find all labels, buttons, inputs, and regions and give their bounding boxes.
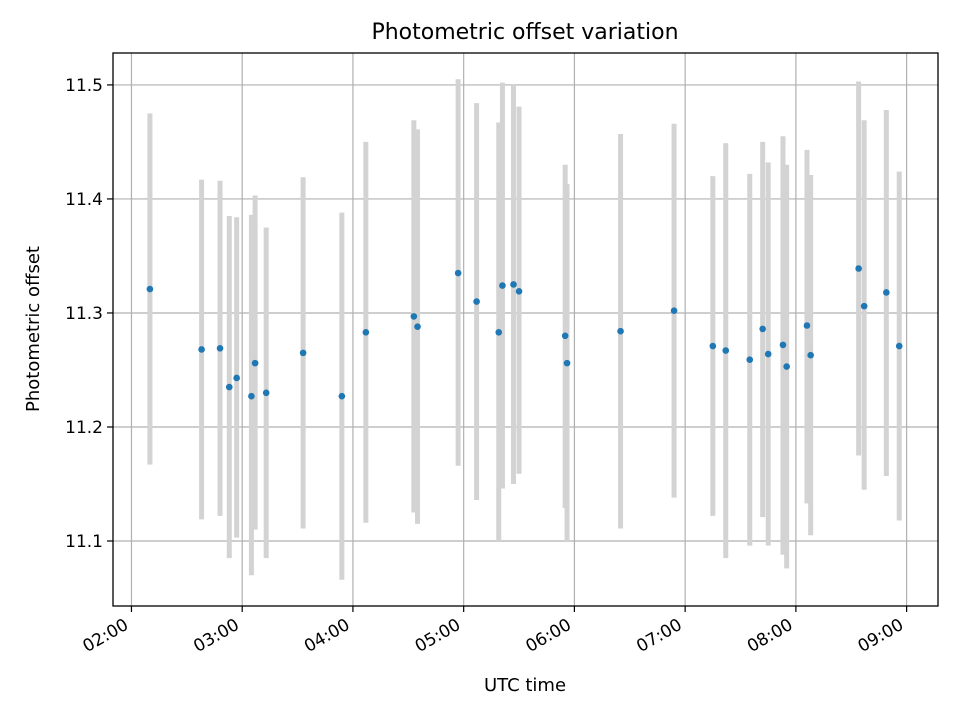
data-point bbox=[198, 346, 205, 353]
y-axis-ticks: 11.1 11.2 11.3 11.4 11.5 bbox=[65, 76, 113, 552]
data-point bbox=[362, 329, 370, 336]
data-point bbox=[860, 302, 868, 310]
data-point bbox=[759, 325, 766, 333]
data-point bbox=[783, 363, 790, 370]
data-point bbox=[803, 322, 811, 329]
data-point bbox=[855, 265, 862, 272]
y-tick-label: 11.5 bbox=[65, 76, 103, 96]
data-point bbox=[146, 285, 154, 293]
data-point bbox=[722, 347, 730, 354]
data-point bbox=[764, 350, 772, 358]
data-point bbox=[414, 323, 421, 330]
data-point bbox=[338, 392, 346, 400]
data-point bbox=[233, 374, 240, 382]
data-point bbox=[561, 332, 569, 340]
data-point bbox=[299, 349, 307, 357]
data-point bbox=[499, 282, 506, 289]
data-point bbox=[515, 288, 523, 295]
data-point bbox=[410, 313, 418, 320]
y-axis-label: Photometric offset bbox=[23, 246, 44, 412]
data-point bbox=[807, 351, 814, 359]
data-point bbox=[225, 383, 233, 391]
data-point bbox=[473, 298, 480, 305]
data-point bbox=[895, 342, 903, 350]
data-point bbox=[670, 307, 678, 314]
y-tick-label: 11.3 bbox=[65, 304, 103, 324]
data-point bbox=[216, 345, 224, 352]
data-point bbox=[709, 342, 717, 350]
data-point bbox=[746, 356, 754, 364]
y-tick-label: 11.4 bbox=[65, 190, 103, 210]
chart-title: Photometric offset variation bbox=[371, 20, 678, 45]
data-points bbox=[146, 265, 903, 400]
x-axis-label: UTC time bbox=[484, 675, 566, 696]
y-tick-label: 11.1 bbox=[65, 532, 103, 552]
data-point bbox=[454, 269, 462, 277]
data-point bbox=[495, 329, 503, 336]
data-point bbox=[262, 389, 270, 397]
data-point bbox=[779, 341, 787, 349]
data-point bbox=[617, 327, 624, 335]
data-point bbox=[251, 359, 259, 367]
data-point bbox=[248, 392, 255, 400]
data-point bbox=[563, 359, 571, 367]
y-tick-label: 11.2 bbox=[65, 418, 103, 438]
plot-frame bbox=[112, 52, 939, 607]
data-point bbox=[510, 281, 517, 288]
data-point bbox=[883, 289, 890, 296]
